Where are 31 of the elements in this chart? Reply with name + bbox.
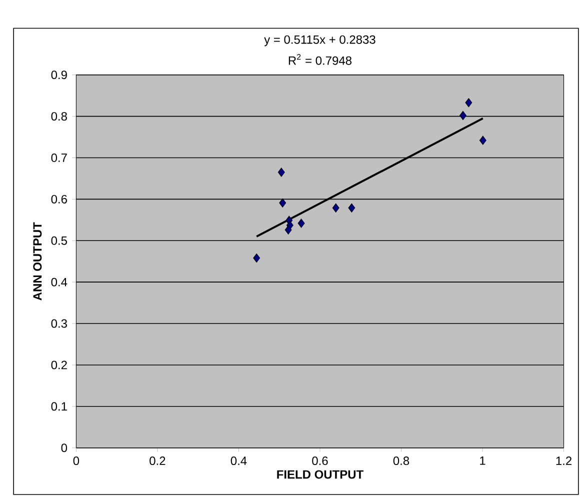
point	[479, 136, 486, 145]
y-tick-label: 0.5	[51, 236, 67, 245]
point	[278, 168, 285, 177]
y-tick-label: 0.1	[51, 402, 67, 411]
y-tick-label: 0.3	[51, 319, 67, 328]
point	[298, 218, 305, 228]
x-tick-label: 0.4	[230, 456, 247, 466]
x-tick-label: 0.6	[312, 456, 328, 466]
x-tick-label: 0.2	[150, 456, 166, 466]
point	[348, 203, 356, 212]
text: R$^{2}$ = 0.7948	[288, 54, 352, 65]
y-tick-label: 0.2	[51, 360, 67, 370]
x-tick-label: 1.2	[556, 456, 572, 465]
point	[279, 198, 286, 208]
text: y = 0.5115x + 0.2833	[264, 35, 376, 46]
x-tick-label: 0.8	[393, 456, 410, 466]
y-tick-label: 0.4	[51, 278, 68, 286]
y-tick-label: 0.7	[51, 153, 67, 162]
y-tick-label: 0.9	[51, 70, 67, 80]
point	[460, 110, 466, 120]
x-tick-label: 1	[480, 456, 486, 465]
point	[284, 225, 292, 234]
point	[465, 98, 472, 108]
y-axis-title: ANN OUTPUT	[33, 222, 42, 300]
x-tick-label: 0	[73, 456, 80, 466]
point	[332, 203, 340, 212]
y-tick-label: 0	[61, 444, 68, 452]
point	[253, 253, 260, 263]
y-tick-label: 0.6	[51, 194, 67, 204]
y-tick-label: 0.8	[51, 112, 67, 121]
x-axis-title: FIELD OUTPUT	[277, 470, 364, 479]
